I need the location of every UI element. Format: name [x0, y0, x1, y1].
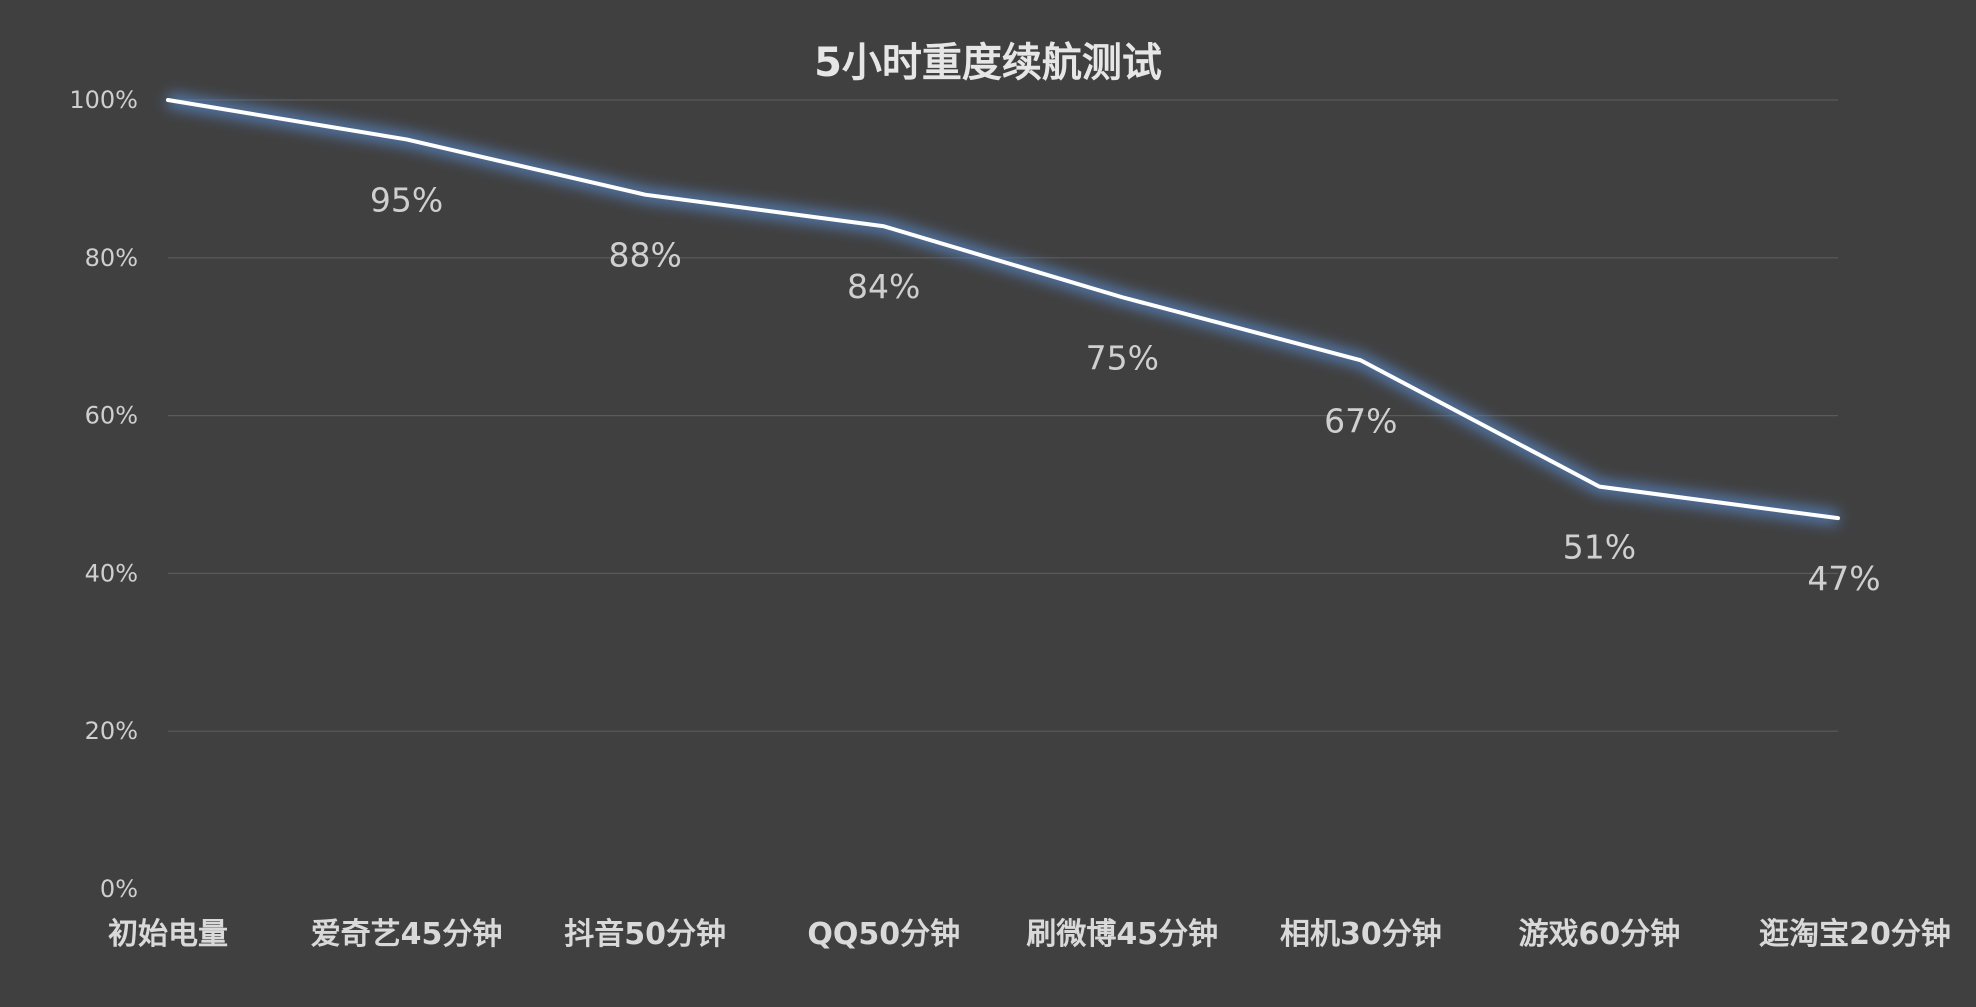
y-tick-label: 100% [69, 86, 138, 114]
data-label: 47% [1807, 559, 1880, 598]
x-tick-label: 刷微博45分钟 [1026, 917, 1218, 952]
y-tick-label: 0% [100, 875, 138, 903]
x-axis-ticks: 初始电量 爱奇艺45分钟 抖音50分钟 QQ50分钟 刷微博45分钟 相机30分钟 游戏60… [108, 917, 1951, 952]
x-tick-label: 抖音50分钟 [564, 917, 726, 952]
x-tick-label: 逛淘宝20分钟 [1759, 917, 1951, 952]
data-label: 75% [1086, 338, 1159, 377]
data-label: 88% [608, 236, 681, 275]
x-tick-label: 相机30分钟 [1280, 917, 1442, 952]
x-tick-label: 爱奇艺45分钟 [311, 917, 503, 952]
y-tick-label: 20% [85, 717, 138, 745]
data-label: 51% [1563, 528, 1636, 567]
y-tick-label: 40% [85, 559, 138, 587]
data-label: 95% [370, 180, 443, 219]
chart-title: 5小时重度续航测试 [814, 40, 1162, 86]
series-line [166, 98, 1840, 521]
x-tick-label: 游戏60分钟 [1519, 917, 1681, 952]
data-label: 67% [1324, 401, 1397, 440]
y-tick-label: 80% [85, 244, 138, 272]
x-tick-label: 初始电量 [108, 917, 228, 952]
y-axis-ticks: 0% 20% 40% 60% 80% 100% [69, 86, 138, 903]
x-tick-label: QQ50分钟 [807, 917, 960, 952]
series-line-group [166, 93, 1840, 526]
data-labels: 95% 88% 84% 75% 67% 51% 47% [370, 180, 1881, 598]
y-tick-label: 60% [85, 402, 138, 430]
data-label: 84% [847, 267, 920, 306]
